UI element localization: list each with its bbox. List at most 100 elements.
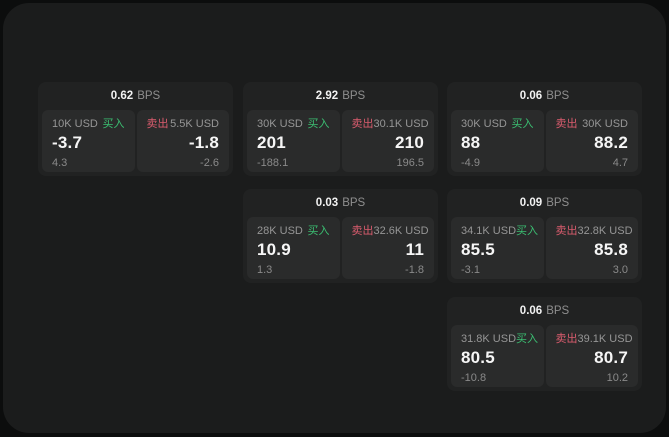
- bps-unit-label: BPS: [342, 90, 366, 102]
- sell-amount: 32.8K USD: [577, 225, 633, 237]
- bps-value: 0.06: [519, 305, 543, 317]
- sell-quote-panel[interactable]: 卖出 30.1K USD 210 196.5: [341, 110, 434, 172]
- sell-button[interactable]: 卖出: [146, 118, 169, 130]
- card-body: 31.8K USD 买入 80.5 -10.8 卖出 39.1K USD 80.…: [451, 325, 638, 387]
- sell-quote-panel[interactable]: 卖出 5.5K USD -1.8 -2.6: [136, 110, 229, 172]
- quote-card: 0.62 BPS 10K USD 买入 -3.7 4.3 卖出 5.5K USD…: [38, 82, 233, 176]
- bps-unit-label: BPS: [546, 197, 570, 209]
- buy-top-row: 30K USD 买入: [461, 118, 534, 130]
- card-header: 0.62 BPS: [42, 82, 229, 110]
- buy-change: 1.3: [257, 264, 273, 276]
- sell-quote-panel[interactable]: 卖出 32.8K USD 85.8 3.0: [545, 217, 638, 279]
- sell-change: 4.7: [612, 157, 628, 169]
- quotes-dashboard-panel: 0.62 BPS 10K USD 买入 -3.7 4.3 卖出 5.5K USD…: [3, 3, 666, 433]
- bps-value: 0.09: [519, 197, 543, 209]
- buy-quote-panel[interactable]: 10K USD 买入 -3.7 4.3: [42, 110, 135, 172]
- buy-top-row: 10K USD 买入: [52, 118, 125, 130]
- sell-amount: 5.5K USD: [170, 118, 219, 130]
- sell-top-row: 卖出 32.8K USD: [555, 225, 633, 237]
- sell-change: 196.5: [396, 157, 424, 169]
- buy-top-row: 31.8K USD 买入: [461, 333, 538, 345]
- bps-unit-label: BPS: [546, 305, 570, 317]
- card-header: 0.03 BPS: [247, 189, 434, 217]
- quote-card: 0.09 BPS 34.1K USD 买入 85.5 -3.1 卖出 32.8K…: [447, 189, 642, 283]
- sell-amount: 30K USD: [582, 118, 628, 130]
- buy-top-row: 30K USD 买入: [257, 118, 330, 130]
- buy-button[interactable]: 买入: [102, 118, 125, 130]
- bps-unit-label: BPS: [342, 197, 366, 209]
- buy-price: 88: [461, 133, 481, 152]
- sell-quote-panel[interactable]: 卖出 39.1K USD 80.7 10.2: [545, 325, 638, 387]
- buy-change: -4.9: [461, 157, 480, 169]
- sell-change: 10.2: [606, 372, 628, 384]
- buy-amount: 30K USD: [461, 118, 507, 130]
- buy-price: 80.5: [461, 348, 495, 367]
- buy-top-row: 28K USD 买入: [257, 225, 330, 237]
- card-body: 10K USD 买入 -3.7 4.3 卖出 5.5K USD -1.8 -2.…: [42, 110, 229, 172]
- sell-button[interactable]: 卖出: [555, 225, 578, 237]
- sell-price: 80.7: [594, 348, 628, 367]
- quote-card: 0.06 BPS 31.8K USD 买入 80.5 -10.8 卖出 39.1…: [447, 297, 642, 391]
- sell-change: 3.0: [612, 264, 628, 276]
- card-body: 30K USD 买入 88 -4.9 卖出 30K USD 88.2 4.7: [451, 110, 638, 172]
- sell-amount: 32.6K USD: [373, 225, 429, 237]
- buy-price: 10.9: [257, 240, 291, 259]
- sell-change: -1.8: [405, 264, 424, 276]
- buy-change: 4.3: [52, 157, 68, 169]
- buy-button[interactable]: 买入: [307, 118, 330, 130]
- buy-amount: 30K USD: [257, 118, 303, 130]
- card-header: 2.92 BPS: [247, 82, 434, 110]
- sell-price: 210: [395, 133, 424, 152]
- sell-quote-panel[interactable]: 卖出 30K USD 88.2 4.7: [545, 110, 638, 172]
- buy-change: -10.8: [461, 372, 487, 384]
- sell-top-row: 卖出 5.5K USD: [147, 118, 220, 130]
- buy-amount: 28K USD: [257, 225, 303, 237]
- quote-card: 0.06 BPS 30K USD 买入 88 -4.9 卖出 30K USD 8…: [447, 82, 642, 176]
- buy-top-row: 34.1K USD 买入: [461, 225, 538, 237]
- sell-amount: 39.1K USD: [577, 333, 633, 345]
- sell-quote-panel[interactable]: 卖出 32.6K USD 11 -1.8: [341, 217, 434, 279]
- buy-amount: 34.1K USD: [461, 225, 517, 237]
- buy-button[interactable]: 买入: [511, 118, 534, 130]
- sell-top-row: 卖出 39.1K USD: [555, 333, 633, 345]
- sell-price: -1.8: [188, 133, 219, 152]
- buy-change: -3.1: [461, 264, 480, 276]
- buy-amount: 31.8K USD: [461, 333, 517, 345]
- sell-button[interactable]: 卖出: [351, 225, 374, 237]
- buy-quote-panel[interactable]: 30K USD 买入 88 -4.9: [451, 110, 544, 172]
- sell-top-row: 卖出 30.1K USD: [351, 118, 429, 130]
- buy-quote-panel[interactable]: 34.1K USD 买入 85.5 -3.1: [451, 217, 544, 279]
- buy-button[interactable]: 买入: [516, 333, 539, 345]
- buy-change: -188.1: [257, 157, 289, 169]
- bps-unit-label: BPS: [137, 90, 161, 102]
- buy-price: 201: [257, 133, 286, 152]
- buy-quote-panel[interactable]: 28K USD 买入 10.9 1.3: [247, 217, 340, 279]
- bps-value: 0.03: [315, 197, 339, 209]
- sell-price: 85.8: [594, 240, 628, 259]
- card-body: 34.1K USD 买入 85.5 -3.1 卖出 32.8K USD 85.8…: [451, 217, 638, 279]
- sell-top-row: 卖出 32.6K USD: [351, 225, 429, 237]
- buy-amount: 10K USD: [52, 118, 98, 130]
- card-header: 0.06 BPS: [451, 82, 638, 110]
- bps-value: 0.06: [519, 90, 543, 102]
- sell-button[interactable]: 卖出: [351, 118, 374, 130]
- bps-unit-label: BPS: [546, 90, 570, 102]
- buy-quote-panel[interactable]: 30K USD 买入 201 -188.1: [247, 110, 340, 172]
- buy-button[interactable]: 买入: [307, 225, 330, 237]
- sell-button[interactable]: 卖出: [555, 333, 578, 345]
- card-body: 28K USD 买入 10.9 1.3 卖出 32.6K USD 11 -1.8: [247, 217, 434, 279]
- bps-value: 0.62: [110, 90, 134, 102]
- sell-amount: 30.1K USD: [373, 118, 429, 130]
- buy-price: 85.5: [461, 240, 495, 259]
- sell-change: -2.6: [200, 157, 219, 169]
- buy-quote-panel[interactable]: 31.8K USD 买入 80.5 -10.8: [451, 325, 544, 387]
- card-header: 0.06 BPS: [451, 297, 638, 325]
- bps-value: 2.92: [315, 90, 339, 102]
- card-header: 0.09 BPS: [451, 189, 638, 217]
- sell-price: 88.2: [594, 133, 628, 152]
- quote-card: 0.03 BPS 28K USD 买入 10.9 1.3 卖出 32.6K US…: [243, 189, 438, 283]
- buy-button[interactable]: 买入: [516, 225, 539, 237]
- card-body: 30K USD 买入 201 -188.1 卖出 30.1K USD 210 1…: [247, 110, 434, 172]
- sell-top-row: 卖出 30K USD: [556, 118, 629, 130]
- sell-button[interactable]: 卖出: [555, 118, 578, 130]
